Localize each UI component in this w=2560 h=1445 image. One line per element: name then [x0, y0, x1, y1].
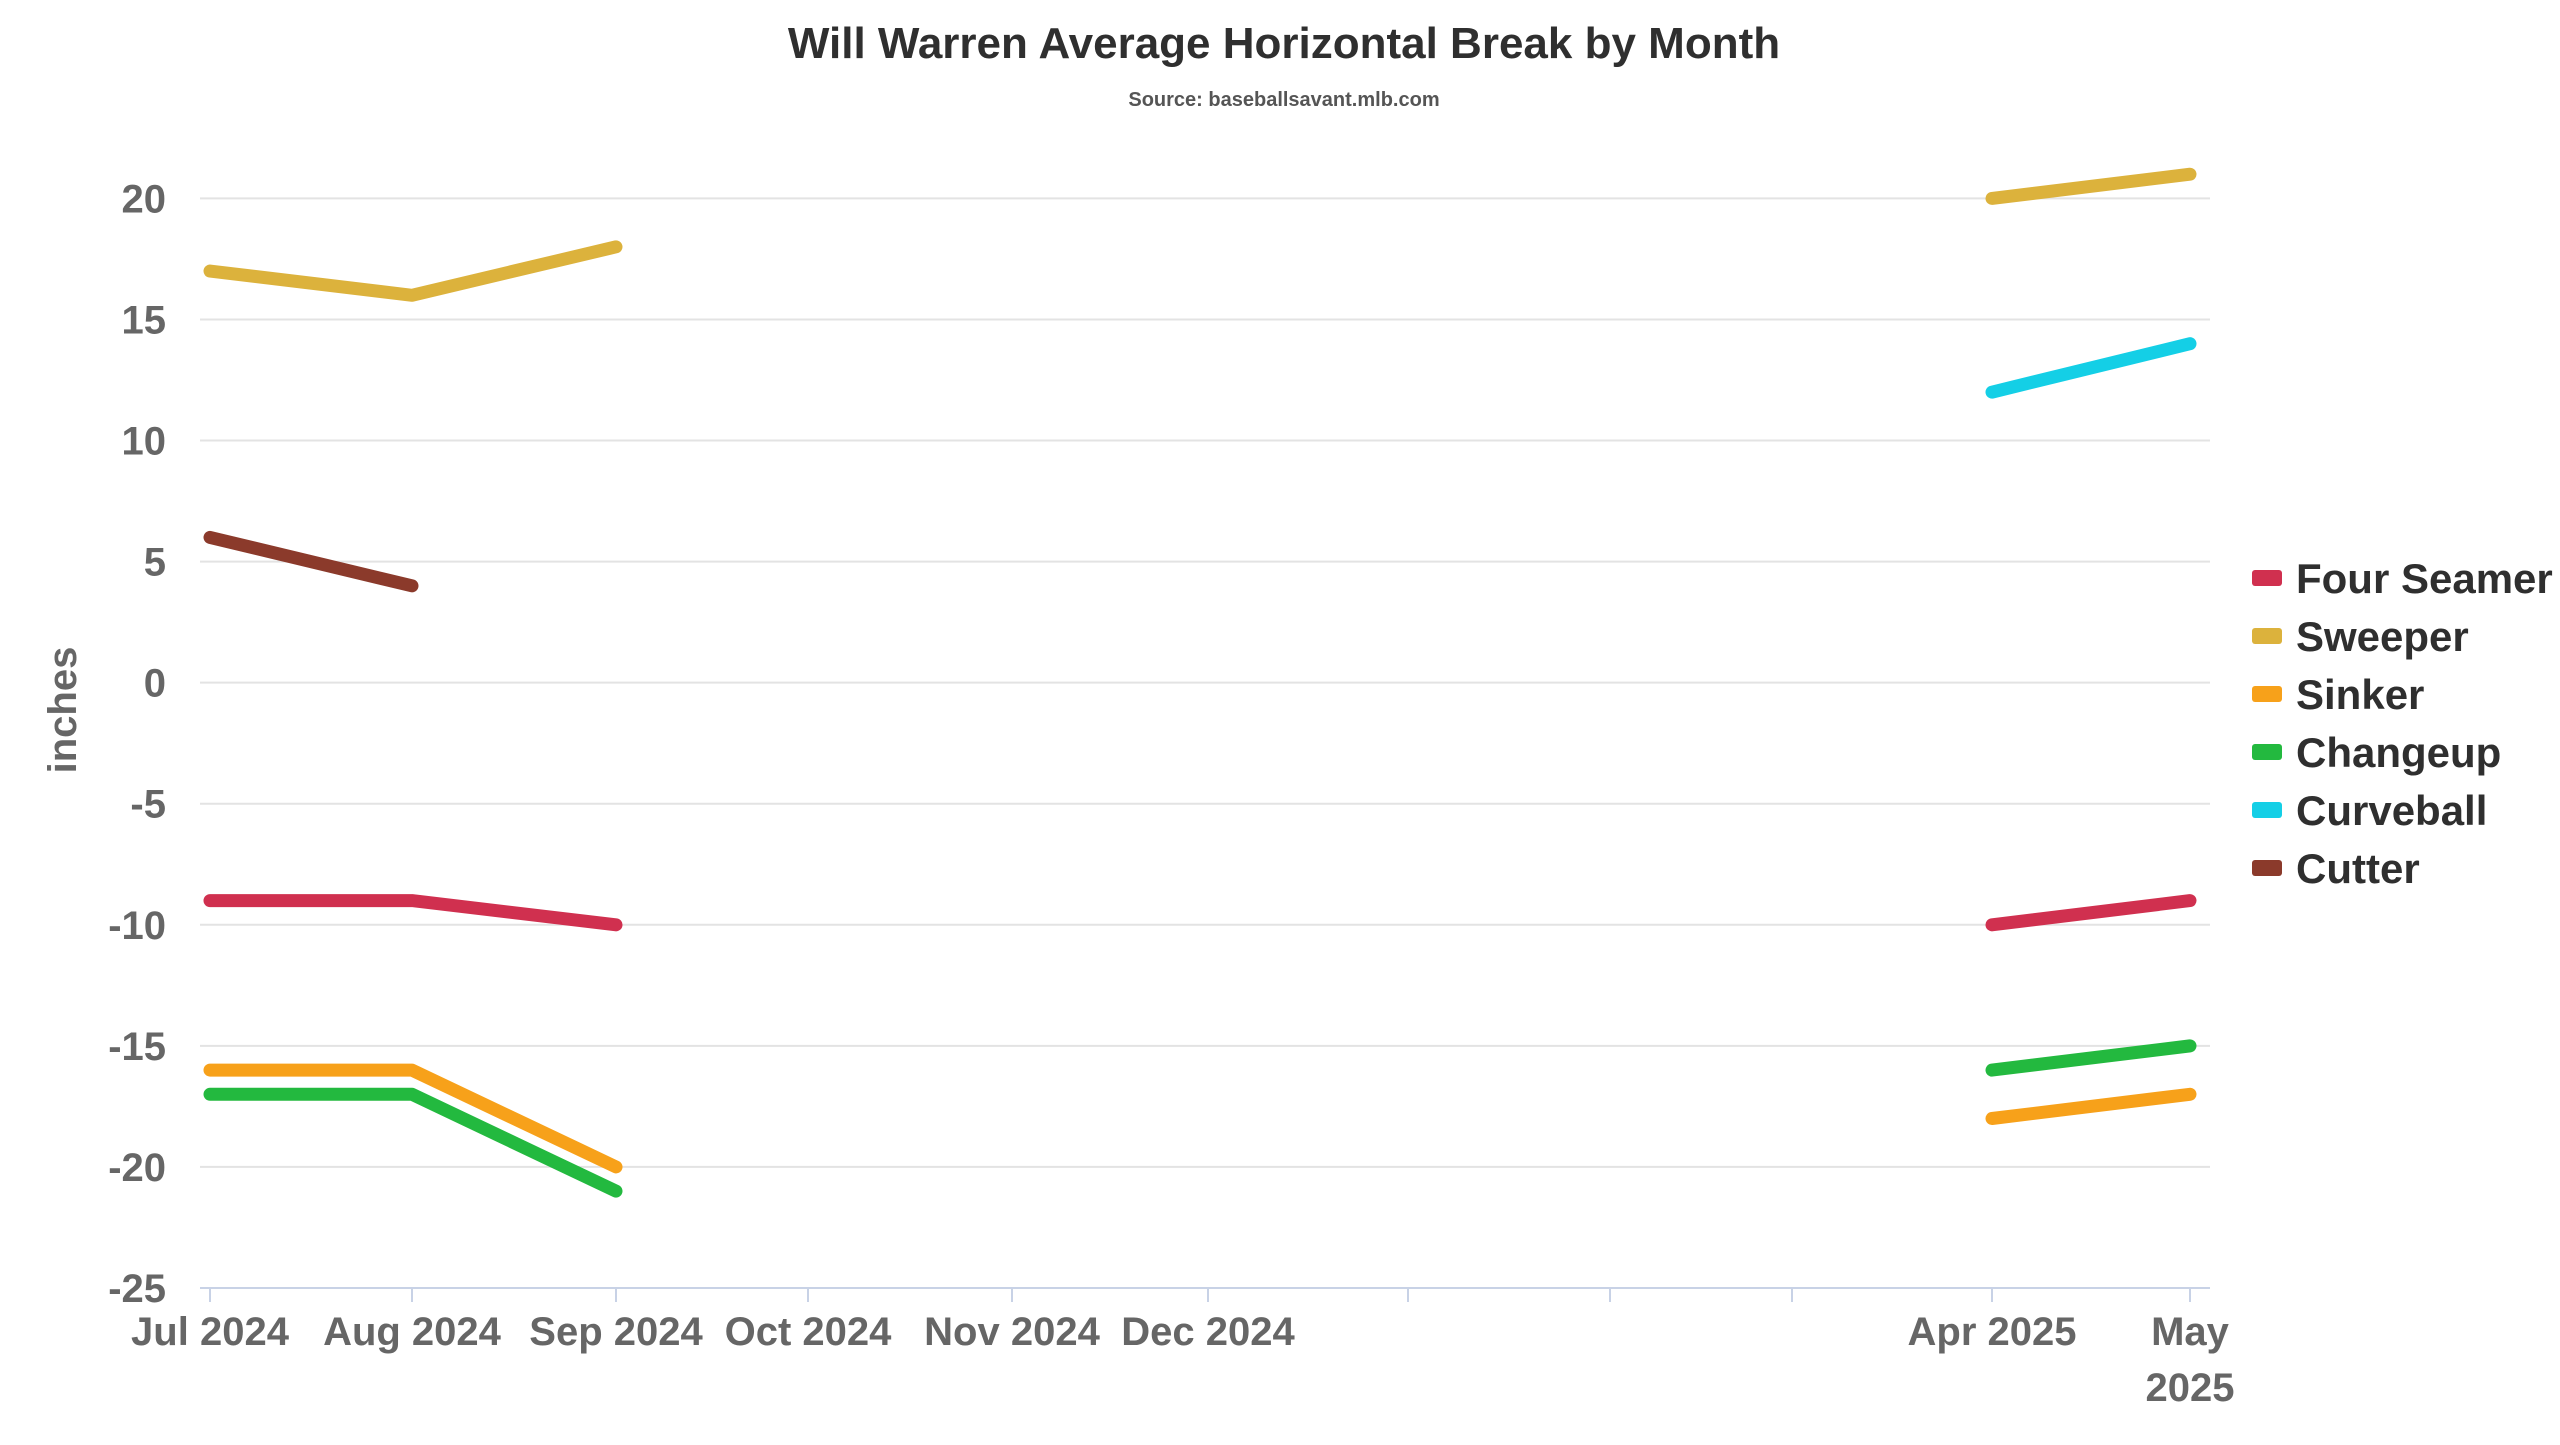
legend-label: Sweeper [2296, 613, 2469, 660]
series-line [203, 1063, 623, 1174]
series-line [1985, 1087, 2197, 1126]
legend-item[interactable]: Four Seamer [2252, 555, 2553, 602]
chart-subtitle: Source: baseballsavant.mlb.com [1128, 89, 1439, 111]
x-tick-label: Oct 2024 [725, 1310, 893, 1354]
series-line [203, 1087, 623, 1198]
legend-label: Changeup [2296, 729, 2501, 776]
x-tick-label: Aug 2024 [323, 1310, 502, 1354]
y-tick-label: -5 [130, 783, 166, 827]
legend-swatch [2252, 860, 2282, 876]
legend-item[interactable]: Cutter [2252, 845, 2420, 892]
grid-layer: 20 15 10 5 0 -5 -10 -15 -20 -25 [108, 177, 2210, 1311]
legend-swatch [2252, 686, 2282, 702]
x-tick-label: Jul 2024 [131, 1310, 290, 1354]
legend-item[interactable]: Changeup [2252, 729, 2501, 776]
y-tick-label: 15 [122, 298, 167, 342]
series-four-seamer [203, 894, 2197, 932]
y-axis-label: inches [41, 647, 85, 774]
legend-swatch [2252, 570, 2282, 586]
series-line [1985, 1039, 2197, 1077]
x-tick-label: Sep 2024 [529, 1310, 703, 1354]
legend: Four Seamer Sweeper Sinker Changeup Curvebal… [2252, 555, 2553, 892]
legend-label: Curveball [2296, 787, 2487, 834]
y-tick-label: -25 [108, 1267, 166, 1311]
y-tick-label: 0 [144, 662, 166, 706]
series-line [203, 530, 419, 593]
legend-label: Sinker [2296, 671, 2424, 718]
legend-swatch [2252, 802, 2282, 818]
series-cutter [203, 530, 419, 593]
legend-label: Cutter [2296, 845, 2420, 892]
x-tick-label: 2025 [2146, 1366, 2235, 1410]
series-layer [203, 167, 2197, 1198]
series-sweeper [203, 167, 2197, 302]
x-tick-label: Nov 2024 [924, 1310, 1100, 1354]
y-tick-label: 5 [144, 541, 166, 585]
x-tick-label: Apr 2025 [1908, 1310, 2077, 1354]
series-line [1985, 894, 2197, 932]
y-tick-label: -10 [108, 904, 166, 948]
y-tick-label: -15 [108, 1025, 166, 1069]
x-tick-label: May [2151, 1310, 2230, 1354]
x-axis: Jul 2024 Aug 2024 Sep 2024 Oct 2024 Nov 2024… [131, 1287, 2235, 1410]
legend-label: Four Seamer [2296, 555, 2553, 602]
series-curveball [1985, 337, 2197, 399]
chart-title: Will Warren Average Horizontal Break by … [788, 19, 1780, 68]
legend-swatch [2252, 628, 2282, 644]
x-tick-label: Dec 2024 [1121, 1310, 1295, 1354]
legend-item[interactable]: Sinker [2252, 671, 2424, 718]
series-changeup [203, 1039, 2197, 1198]
series-line [1985, 337, 2197, 399]
legend-item[interactable]: Sweeper [2252, 613, 2469, 660]
legend-swatch [2252, 744, 2282, 760]
y-tick-label: 20 [122, 177, 167, 221]
y-tick-label: 10 [122, 420, 167, 464]
series-line [203, 894, 623, 932]
series-line [1985, 167, 2197, 205]
series-line [203, 240, 623, 302]
y-tick-label: -20 [108, 1146, 166, 1190]
legend-item[interactable]: Curveball [2252, 787, 2487, 834]
series-sinker [203, 1063, 2197, 1174]
